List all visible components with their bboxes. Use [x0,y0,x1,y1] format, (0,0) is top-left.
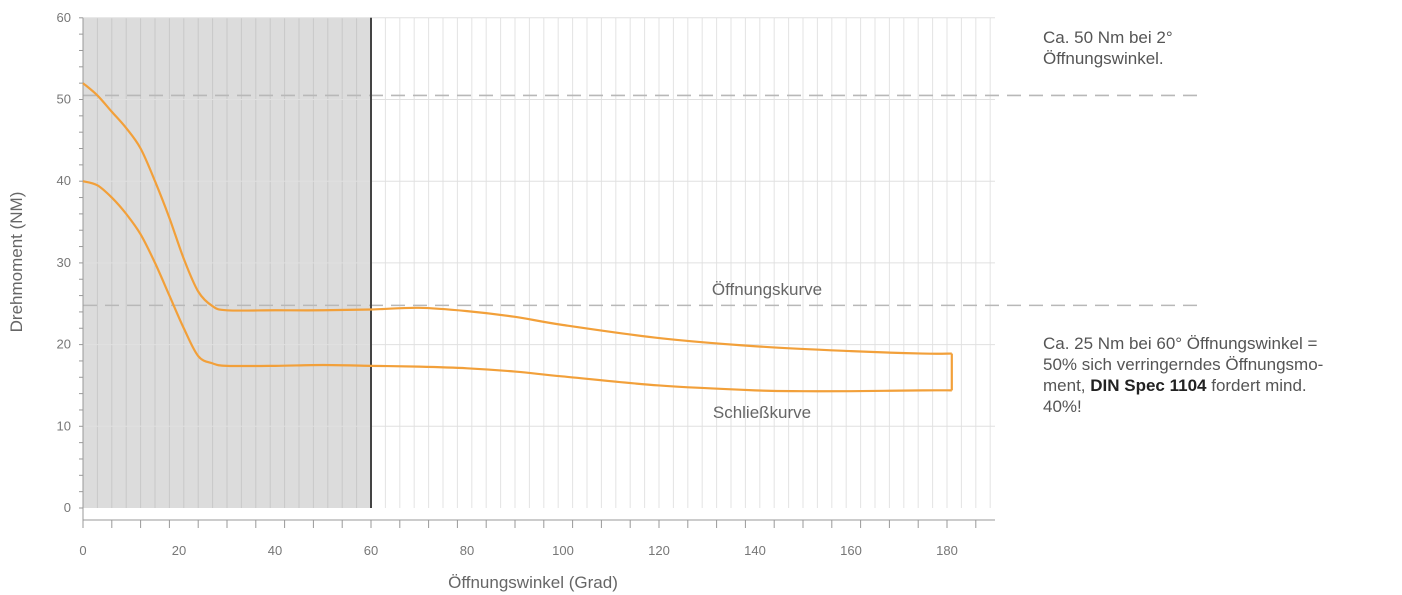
y-tick-label: 0 [64,500,71,515]
annotation-bottom-line2: 50% sich verringerndes Öffnungsmo- [1043,354,1323,375]
x-tick-label: 80 [460,543,474,558]
annotation-bottom-line3: ment, DIN Spec 1104 fordert mind. [1043,375,1323,396]
y-tick-label: 60 [57,10,71,25]
x-tick-label: 180 [936,543,958,558]
series-label-schliesskurve: Schließkurve [713,403,811,422]
x-tick-label: 0 [79,543,86,558]
annotation-bottom-line1: Ca. 25 Nm bei 60° Öffnungswinkel = [1043,333,1323,354]
y-tick-label: 40 [57,173,71,188]
annotation-bottom: Ca. 25 Nm bei 60° Öffnungswinkel = 50% s… [1043,333,1323,417]
y-tick-label: 30 [57,255,71,270]
y-axis-label: Drehmoment (NM) [7,192,26,333]
x-tick-label: 20 [172,543,186,558]
din-spec-highlight: DIN Spec 1104 [1090,376,1206,395]
y-tick-label: 20 [57,337,71,352]
x-tick-label: 160 [840,543,862,558]
x-tick-label: 60 [364,543,378,558]
x-axis-label: Öffnungswinkel (Grad) [448,573,618,592]
x-tick-label: 100 [552,543,574,558]
annotation-bottom-line4: 40%! [1043,396,1323,417]
annotation-top-line1: Ca. 50 Nm bei 2° [1043,27,1173,48]
annotation-text: ment, [1043,376,1090,395]
annotation-text: fordert mind. [1207,376,1307,395]
y-tick-label: 50 [57,92,71,107]
x-tick-label: 140 [744,543,766,558]
series-label-oeffnungskurve: Öffnungskurve [712,280,822,299]
y-tick-label: 10 [57,418,71,433]
x-tick-label: 40 [268,543,282,558]
annotation-top: Ca. 50 Nm bei 2° Öffnungswinkel. [1043,27,1173,69]
x-tick-label: 120 [648,543,670,558]
annotation-top-line2: Öffnungswinkel. [1043,48,1173,69]
